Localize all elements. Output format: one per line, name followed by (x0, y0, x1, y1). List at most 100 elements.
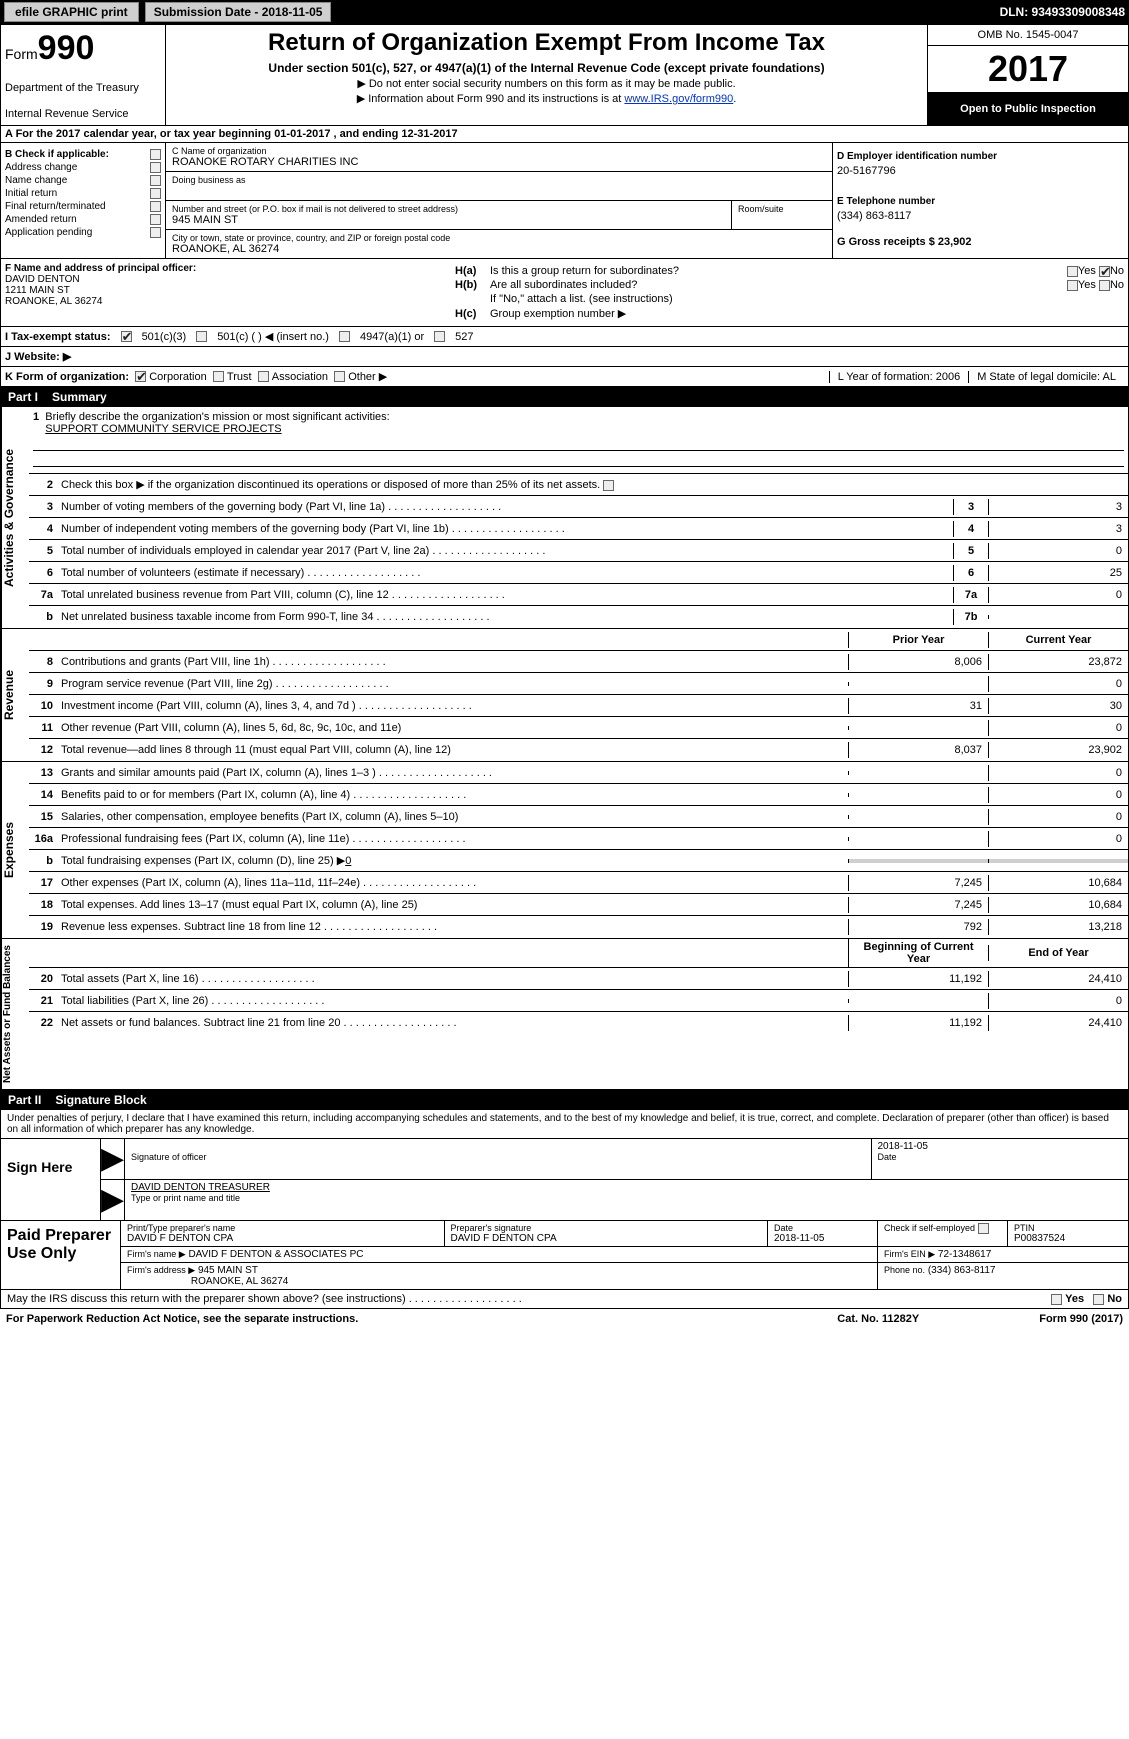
ptin: P00837524 (1014, 1233, 1122, 1244)
chk-amended[interactable] (150, 214, 161, 225)
hdr-prior: Prior Year (848, 632, 988, 648)
hdr-end: End of Year (988, 945, 1128, 961)
discuss-yes-chk[interactable] (1051, 1294, 1062, 1305)
hb-text: Are all subordinates included? (490, 279, 1067, 291)
page-footer: For Paperwork Reduction Act Notice, see … (0, 1309, 1129, 1329)
discuss-no-chk[interactable] (1093, 1294, 1104, 1305)
chk-trust[interactable] (213, 371, 224, 382)
prep-date-label: Date (774, 1223, 871, 1233)
chk-initial-return-lbl: Initial return (5, 188, 57, 199)
discuss-yes: Yes (1065, 1293, 1084, 1305)
line9-text: Program service revenue (Part VIII, line… (57, 676, 848, 692)
officer-name: DAVID DENTON (5, 274, 80, 285)
omb-number: OMB No. 1545-0047 (928, 25, 1128, 46)
line18-text: Total expenses. Add lines 13–17 (must eq… (57, 897, 848, 913)
principal-officer: F Name and address of principal officer:… (1, 259, 451, 326)
ein: 20-5167796 (837, 165, 1124, 177)
irs-form990-link[interactable]: www.IRS.gov/form990 (624, 93, 733, 105)
room-label: Room/suite (738, 204, 826, 214)
ha-yes-chk[interactable] (1067, 266, 1078, 277)
mission-line3 (33, 453, 1124, 467)
paid-preparer-block: Paid Preparer Use Only Print/Type prepar… (0, 1221, 1129, 1290)
line7a-val: 0 (988, 587, 1128, 603)
officer-typed: DAVID DENTON TREASURER (131, 1182, 270, 1193)
tax-exempt-status: I Tax-exempt status: ✔501(c)(3) 501(c) (… (0, 327, 1129, 347)
firm-addr1: 945 MAIN ST (198, 1265, 258, 1276)
firm-ein-label: Firm's EIN ▶ (884, 1249, 935, 1259)
chk-name-change[interactable] (150, 175, 161, 186)
chk-amended-lbl: Amended return (5, 214, 77, 225)
hb-yes-chk[interactable] (1067, 280, 1078, 291)
line10-curr: 30 (988, 698, 1128, 714)
self-emp-label: Check if self-employed (884, 1223, 1001, 1234)
discuss-no: No (1107, 1293, 1122, 1305)
line1-text: Briefly describe the organization's miss… (45, 411, 389, 423)
chk-527[interactable] (434, 331, 445, 342)
opt-501c: 501(c) ( ) ◀ (insert no.) (217, 330, 329, 343)
chk-501c3[interactable]: ✔ (121, 331, 132, 342)
chk-initial-return[interactable] (150, 188, 161, 199)
chk-app-pending[interactable] (150, 227, 161, 238)
line18-prior: 7,245 (848, 897, 988, 913)
form-word: Form (5, 46, 38, 62)
line7a-text: Total unrelated business revenue from Pa… (57, 587, 953, 603)
form-number: 990 (38, 29, 95, 67)
line21-beg (848, 999, 988, 1003)
hb-no: No (1110, 279, 1124, 291)
prep-date: 2018-11-05 (774, 1233, 871, 1244)
form-header: Form990 Department of the Treasury Inter… (0, 24, 1129, 126)
firm-addr2: ROANOKE, AL 36274 (191, 1276, 288, 1287)
chk-association[interactable] (258, 371, 269, 382)
org-name: ROANOKE ROTARY CHARITIES INC (172, 156, 826, 168)
line4-text: Number of independent voting members of … (57, 521, 953, 537)
header-left: Form990 Department of the Treasury Inter… (1, 25, 166, 125)
chk-applicable[interactable] (150, 149, 161, 160)
chk-other[interactable] (334, 371, 345, 382)
form-version: Form 990 (2017) (1039, 1313, 1123, 1325)
sig-date-label: Date (878, 1152, 1123, 1162)
dept-irs: Internal Revenue Service (5, 108, 161, 120)
street-label: Number and street (or P.O. box if mail i… (172, 204, 725, 214)
chk-address-change[interactable] (150, 162, 161, 173)
line12-curr: 23,902 (988, 742, 1128, 758)
topbar: efile GRAPHIC print Submission Date - 20… (0, 0, 1129, 24)
chk-4947[interactable] (339, 331, 350, 342)
line14-prior (848, 793, 988, 797)
city-label: City or town, state or province, country… (172, 233, 826, 243)
chk-501c[interactable] (196, 331, 207, 342)
summary-revenue: Revenue Prior YearCurrent Year 8Contribu… (0, 629, 1129, 762)
line16b-prior (848, 859, 988, 863)
hb-no-chk[interactable] (1099, 280, 1110, 291)
header-middle: Return of Organization Exempt From Incom… (166, 25, 928, 125)
cat-no: Cat. No. 11282Y (837, 1313, 919, 1325)
prep-name: DAVID F DENTON CPA (127, 1233, 438, 1244)
ha-no-chk[interactable]: ✔ (1099, 266, 1110, 277)
opt-501c3: 501(c)(3) (142, 331, 187, 343)
phone: (334) 863-8117 (837, 210, 1124, 222)
vlabel-activities: Activities & Governance (1, 407, 29, 628)
ha-lbl: H(a) (455, 265, 490, 277)
arrow-icon-2: ▶ (101, 1180, 125, 1220)
line20-end: 24,410 (988, 971, 1128, 987)
firm-ein: 72-1348617 (938, 1249, 991, 1260)
chk-self-employed[interactable] (978, 1223, 989, 1234)
vlabel-revenue: Revenue (1, 629, 29, 761)
chk-discontinued[interactable] (603, 480, 614, 491)
line19-curr: 13,218 (988, 919, 1128, 935)
efile-print-btn[interactable]: efile GRAPHIC print (4, 2, 139, 22)
line14-curr: 0 (988, 787, 1128, 803)
form-subtitle: Under section 501(c), 527, or 4947(a)(1)… (174, 61, 919, 75)
prep-sig: DAVID F DENTON CPA (451, 1233, 762, 1244)
chk-corporation[interactable]: ✔ (135, 371, 146, 382)
col-b-header: B Check if applicable: (5, 149, 109, 160)
form-title: Return of Organization Exempt From Incom… (174, 29, 919, 57)
line16b-text: Total fundraising expenses (Part IX, col… (57, 852, 848, 869)
line18-curr: 10,684 (988, 897, 1128, 913)
chk-final-return[interactable] (150, 201, 161, 212)
line17-text: Other expenses (Part IX, column (A), lin… (57, 875, 848, 891)
note-ssn: ▶ Do not enter social security numbers o… (174, 77, 919, 90)
line17-curr: 10,684 (988, 875, 1128, 891)
line7b-text: Net unrelated business taxable income fr… (57, 609, 953, 625)
chk-final-return-lbl: Final return/terminated (5, 201, 106, 212)
submission-date: Submission Date - 2018-11-05 (145, 2, 332, 22)
